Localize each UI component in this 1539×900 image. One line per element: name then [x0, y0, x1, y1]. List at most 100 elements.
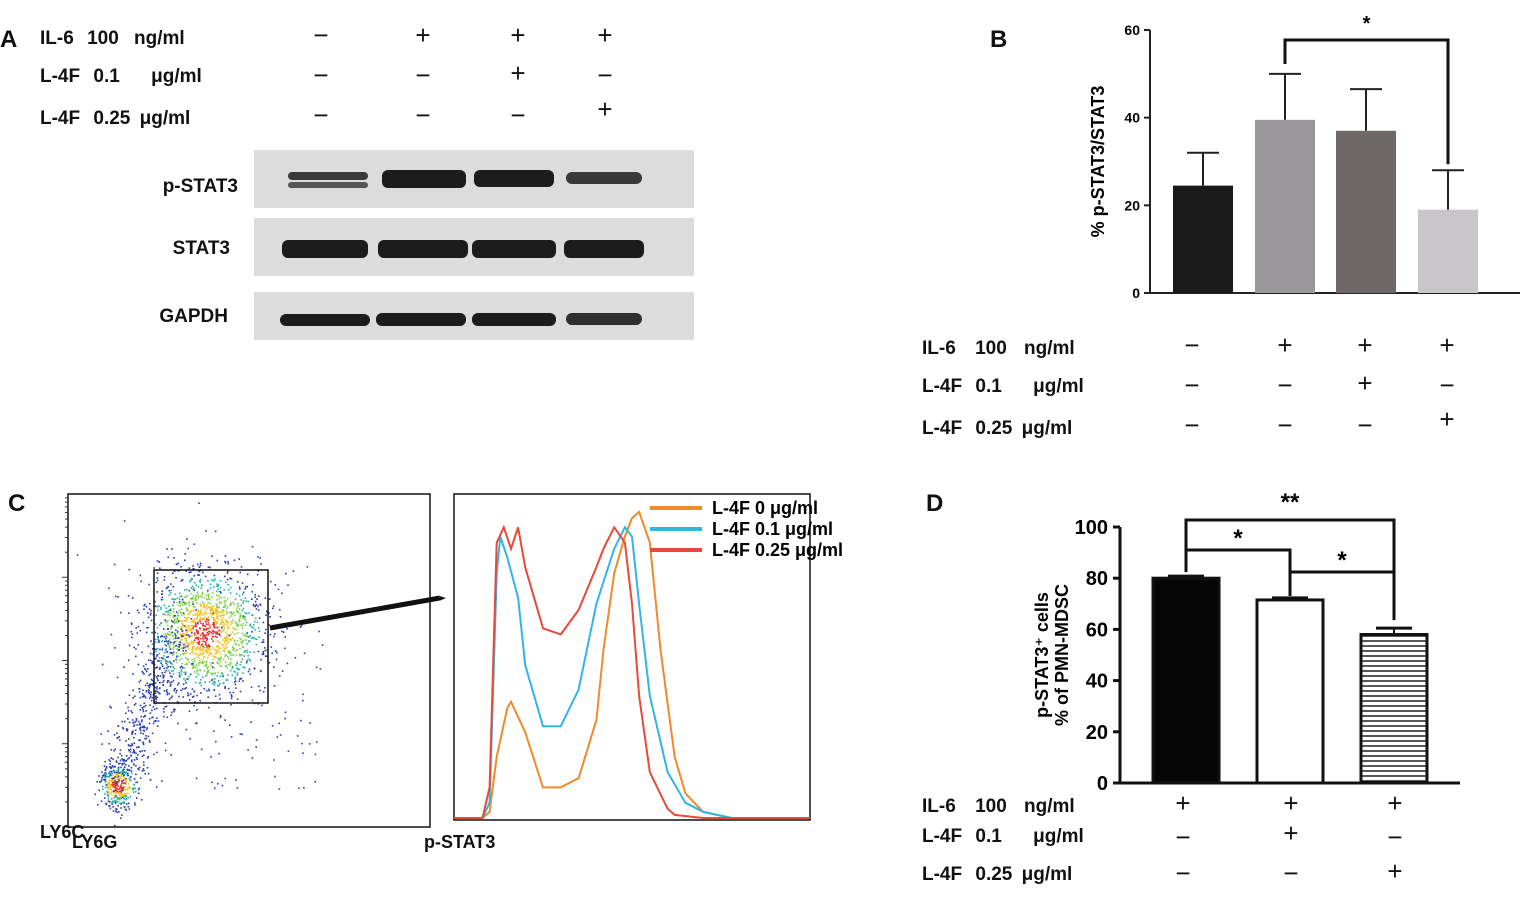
scatter-point	[120, 611, 122, 614]
scatter-point	[221, 630, 224, 632]
scatter-point	[114, 783, 116, 785]
condition-name: L-4F	[922, 376, 963, 397]
y-tick-label: 60	[1086, 619, 1108, 641]
scatter-point	[116, 808, 118, 811]
scatter-point	[187, 694, 189, 697]
scatter-point	[211, 606, 213, 609]
scatter-point	[184, 553, 186, 555]
scatter-point	[109, 788, 111, 790]
scatter-point	[138, 787, 141, 790]
scatter-point	[236, 787, 239, 789]
scatter-point	[137, 768, 140, 771]
scatter-point	[259, 689, 261, 692]
scatter-point	[191, 578, 193, 580]
scatter-point	[279, 734, 282, 736]
scatter-point	[192, 627, 195, 630]
scatter-point	[128, 769, 131, 771]
scatter-point	[182, 667, 184, 669]
scatter-point	[226, 643, 228, 646]
scatter-point	[207, 650, 210, 653]
scatter-point	[226, 612, 228, 615]
scatter-point	[163, 651, 166, 654]
scatter-point	[176, 597, 179, 600]
scatter-point	[216, 616, 218, 618]
y-tick-label: 20	[1124, 197, 1140, 213]
scatter-point	[205, 604, 207, 606]
scatter-point	[125, 740, 127, 742]
scatter-point	[229, 592, 232, 594]
scatter-point	[217, 640, 219, 643]
scatter-point	[247, 640, 250, 643]
scatter-point	[233, 603, 236, 606]
scatter-point	[170, 714, 172, 716]
scatter-point	[242, 639, 244, 642]
scatter-point	[197, 642, 200, 644]
scatter-point	[151, 661, 154, 663]
scatter-point	[192, 625, 194, 627]
scatter-point	[208, 593, 210, 596]
scatter-point	[238, 644, 240, 646]
condition-unit: ng/ml	[1024, 796, 1075, 817]
scatter-point	[202, 650, 204, 652]
scatter-point	[255, 603, 258, 606]
scatter-point	[221, 614, 223, 617]
scatter-point	[187, 646, 190, 648]
scatter-point	[149, 695, 152, 698]
scatter-point	[118, 777, 121, 779]
scatter-point	[251, 590, 253, 593]
scatter-point	[185, 602, 187, 604]
scatter-point	[195, 663, 198, 665]
scatter-point	[127, 769, 130, 771]
scatter-point	[204, 575, 207, 578]
scatter-point	[114, 794, 116, 797]
scatter-point	[213, 626, 216, 629]
scatter-point	[242, 627, 244, 630]
scatter-point	[113, 777, 115, 780]
scatter-point	[243, 655, 246, 657]
scatter-point	[158, 561, 161, 563]
scatter-point	[206, 632, 208, 634]
scatter-point	[234, 680, 237, 682]
scatter-point	[170, 589, 172, 592]
scatter-point	[158, 639, 160, 642]
scatter-point	[126, 773, 128, 776]
scatter-point	[150, 609, 152, 612]
scatter-point	[139, 709, 141, 711]
scatter-point	[213, 730, 215, 732]
scatter-point	[199, 617, 202, 619]
scatter-point	[251, 637, 254, 639]
scatter-point	[157, 637, 160, 639]
scatter-point	[156, 690, 159, 693]
scatter-point	[195, 597, 197, 600]
sign: +	[1387, 788, 1403, 818]
scatter-point	[255, 638, 258, 641]
scatter-point	[256, 573, 259, 576]
scatter-point	[155, 700, 157, 703]
scatter-point	[177, 614, 179, 616]
scatter-point	[132, 697, 134, 699]
scatter-point	[147, 772, 150, 775]
scatter-point	[210, 638, 213, 640]
scatter-point	[122, 794, 124, 797]
scatter-point	[268, 612, 270, 614]
scatter-point	[262, 690, 265, 693]
scatter-point	[306, 566, 309, 568]
scatter-point	[107, 775, 110, 778]
scatter-point	[188, 636, 191, 639]
scatter-point	[130, 776, 132, 778]
scatter-point	[216, 617, 219, 619]
scatter-point	[199, 634, 202, 637]
scatter-point	[127, 659, 130, 662]
significance-label: **	[1281, 489, 1300, 516]
scatter-point	[207, 619, 210, 621]
blot-label-stat3: STAT3	[172, 238, 230, 259]
scatter-point	[197, 593, 199, 596]
scatter-point	[185, 640, 187, 642]
scatter-point	[128, 738, 130, 740]
scatter-point	[124, 788, 126, 790]
scatter-point	[225, 600, 227, 602]
scatter-point	[109, 770, 111, 773]
scatter-point	[114, 748, 116, 751]
scatter-point	[115, 760, 118, 762]
scatter-point	[224, 637, 227, 640]
